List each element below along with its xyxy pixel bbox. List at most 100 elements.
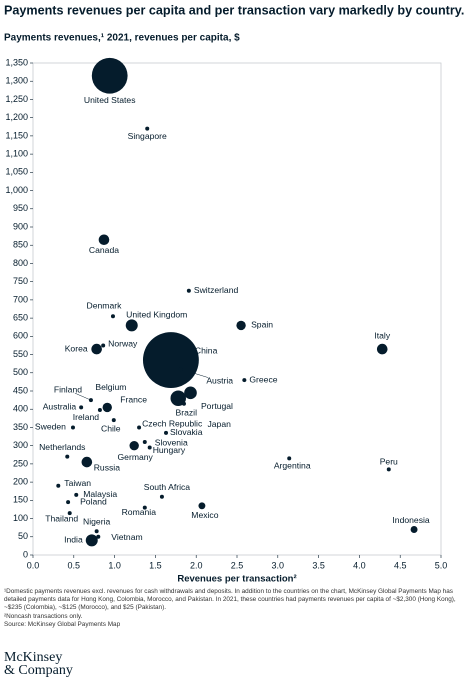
y-tick-label: 1,200	[5, 112, 28, 122]
point-label: Austria	[206, 375, 233, 385]
x-tick-label: 3.0	[272, 560, 285, 570]
bubble	[186, 288, 191, 293]
y-tick-label: 100	[13, 513, 28, 523]
point-label: United States	[84, 95, 136, 105]
bubble	[170, 390, 186, 407]
point-label: France	[120, 395, 147, 405]
y-tick-label: 200	[13, 476, 28, 486]
bubble	[142, 505, 147, 510]
point-label: Chile	[101, 423, 121, 433]
point-label: Taiwan	[64, 478, 91, 488]
y-tick-label: 1,300	[5, 76, 28, 86]
point-label: Indonesia	[392, 515, 429, 525]
y-tick-label: 1,050	[5, 167, 28, 177]
leader-line	[180, 368, 209, 378]
point-label: China	[195, 345, 218, 355]
bubble	[125, 319, 138, 332]
point-label: Denmark	[87, 301, 123, 311]
point-label: Canada	[89, 245, 119, 255]
y-tick-label: 800	[13, 258, 28, 268]
y-tick-label: 1,350	[5, 57, 28, 67]
y-tick-label: 450	[13, 385, 28, 395]
bubble	[101, 343, 106, 348]
x-tick-label: 1.0	[108, 560, 121, 570]
y-tick-label: 50	[18, 531, 28, 541]
bubble	[159, 494, 164, 499]
footnote: ²Noncash transactions only.	[4, 613, 83, 620]
bubble	[74, 492, 79, 497]
point-label: Czech Republic	[142, 419, 203, 429]
bubble	[376, 343, 388, 355]
bubble	[102, 402, 112, 413]
y-tick-label: 900	[13, 221, 28, 231]
bubble	[66, 500, 71, 505]
x-tick-label: 3.5	[312, 560, 325, 570]
bubble	[94, 529, 99, 534]
bubble	[198, 502, 206, 510]
bubble	[410, 526, 418, 533]
y-tick-label: 300	[13, 440, 28, 450]
x-tick-label: 4.5	[394, 560, 407, 570]
bubble	[56, 483, 61, 488]
y-tick-label: 0	[23, 549, 28, 559]
bubble	[96, 534, 101, 539]
point-label: Korea	[65, 343, 88, 353]
source: Source: McKinsey Global Payments Map	[4, 621, 121, 628]
y-tick-label: 550	[13, 349, 28, 359]
bubble	[242, 378, 247, 383]
y-tick-label: 850	[13, 240, 28, 250]
point-label: Greece	[249, 374, 277, 384]
point-label: Thailand	[45, 513, 78, 523]
bubble	[65, 454, 70, 459]
y-tick-label: 350	[13, 422, 28, 432]
point-label: Mexico	[191, 510, 218, 520]
x-tick-label: 1.5	[149, 560, 162, 570]
y-tick-label: 1,250	[5, 94, 28, 104]
bubble	[137, 425, 142, 430]
point-label: Russia	[94, 462, 120, 472]
x-tick-label: 0.5	[68, 560, 81, 570]
bubble	[79, 405, 84, 410]
y-tick-label: 150	[13, 495, 28, 505]
y-tick-label: 650	[13, 312, 28, 322]
x-tick-label: 4.0	[353, 560, 366, 570]
bubble	[142, 332, 199, 388]
point-label: Vietnam	[111, 532, 142, 542]
point-label: Hungary	[153, 445, 186, 455]
bubble	[184, 386, 197, 400]
point-label: Japan	[207, 419, 231, 429]
point-label: Malaysia	[83, 489, 117, 499]
bubble	[111, 418, 116, 423]
y-tick-label: 1,150	[5, 130, 28, 140]
x-tick-label: 0.0	[27, 560, 40, 570]
point-label: India	[64, 535, 83, 545]
bubble	[110, 314, 115, 319]
logo: McKinsey & Company	[4, 650, 73, 678]
bubble	[91, 57, 128, 94]
chart-subtitle: Payments revenues,¹ 2021, revenues per c…	[4, 33, 240, 44]
bubble	[164, 430, 169, 435]
y-tick-label: 1,100	[5, 148, 28, 158]
chart: Payments revenues per capita and per tra…	[4, 3, 464, 584]
bubble	[97, 407, 102, 412]
bubble	[236, 320, 246, 331]
y-tick-label: 1,000	[5, 185, 28, 195]
point-label: Nigeria	[83, 517, 110, 527]
y-tick-label: 700	[13, 294, 28, 304]
point-label: Finland	[54, 384, 82, 394]
point-label: Spain	[251, 320, 273, 330]
leader-line	[74, 392, 92, 401]
bubble	[129, 440, 139, 451]
y-tick-label: 950	[13, 203, 28, 213]
y-tick-label: 250	[13, 458, 28, 468]
logo-line: McKinsey	[4, 650, 63, 665]
point-label: Ireland	[73, 412, 99, 422]
bubble	[91, 343, 102, 355]
y-tick-label: 400	[13, 404, 28, 414]
bubble	[67, 511, 72, 516]
point-label: United Kingdom	[126, 310, 187, 320]
bubble	[70, 425, 75, 430]
y-tick-label: 750	[13, 276, 28, 286]
y-tick-label: 500	[13, 367, 28, 377]
